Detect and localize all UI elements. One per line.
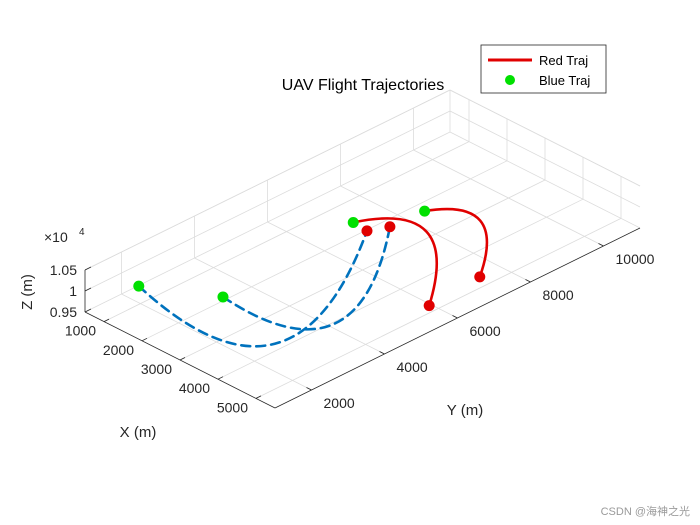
z-tick-mark-2: [84, 266, 92, 271]
grid-floor-y-1: [194, 257, 385, 355]
blue-start-marker: [217, 291, 229, 303]
chart-title: UAV Flight Trajectories: [282, 77, 444, 94]
axes-box: [84, 227, 641, 409]
legend-blue-marker: [505, 75, 515, 85]
grid-wall-zx-1: [84, 110, 451, 292]
y-tick-mark-3: [525, 279, 531, 283]
trajectories: [133, 205, 489, 348]
x-tick-label: 5000: [217, 399, 248, 415]
red-start-marker: [419, 205, 431, 217]
grid-lines: [84, 89, 641, 399]
blue-end-marker: [384, 221, 396, 233]
y-tick-label: 2000: [324, 395, 355, 411]
x-tick-mark-4: [255, 395, 262, 399]
blue-end-marker: [361, 225, 373, 237]
x-tick-mark-1: [141, 337, 148, 342]
box-top-back-left: [84, 89, 451, 271]
red-trajectory-0: [351, 217, 439, 307]
z-tick-label: 0.95: [50, 304, 77, 320]
y-tick-label: 8000: [543, 287, 574, 303]
x-tick-label: 3000: [141, 361, 172, 377]
x-tick-label: 1000: [65, 323, 96, 339]
grid-floor-y-4: [413, 149, 604, 247]
grid-floor-y-3: [340, 185, 531, 283]
z-axis-label: Z (m): [19, 274, 36, 310]
watermark: CSDN @海神之光: [601, 504, 690, 518]
z-tick-mark-1: [84, 287, 92, 292]
blue-trajectory-1: [221, 225, 392, 331]
y-tick-mark-4: [598, 243, 604, 247]
grid-wall-zx-0: [84, 131, 451, 313]
box-top-back-right: [449, 89, 641, 187]
z-exponent: ×10 4: [44, 227, 85, 245]
legend-box: [480, 44, 607, 94]
y-tick-mark-1: [379, 351, 385, 355]
legend-red-label: Red Traj: [539, 53, 588, 68]
red-start-marker: [347, 216, 359, 228]
z-exponent-power: 4: [79, 227, 85, 238]
y-tick-label: 4000: [397, 359, 428, 375]
z-tick-label: 1.05: [50, 262, 77, 278]
tick-labels: 1000 2000 3000 4000 5000 2000 4000 6000 8000 1000…: [50, 251, 655, 415]
grid-floor-y-0: [121, 293, 312, 391]
x-axis-label: X (m): [120, 424, 157, 441]
y-tick-label: 10000: [616, 251, 655, 267]
legend-blue-label: Blue Traj: [539, 73, 590, 88]
blue-trajectory-0: [137, 229, 369, 348]
red-end-marker: [474, 271, 486, 283]
y-axis-label: Y (m): [447, 402, 483, 419]
grid-wall-zy-1: [449, 110, 641, 208]
x-tick-label: 2000: [103, 342, 134, 358]
red-end-marker: [423, 300, 435, 312]
z-exponent-base: ×10: [44, 229, 68, 245]
x-tick-label: 4000: [179, 380, 210, 396]
y-tick-mark-2: [452, 315, 458, 319]
red-trajectory-1: [423, 207, 489, 279]
z-tick-label: 1: [69, 283, 77, 299]
x-tick-mark-2: [179, 357, 186, 361]
z-tick-mark-0: [84, 308, 92, 313]
grid-wall-zy-0: [449, 131, 641, 229]
x-tick-mark-3: [217, 376, 224, 380]
y-tick-label: 6000: [470, 323, 501, 339]
y-tick-mark-0: [306, 387, 312, 391]
x-tick-mark-0: [103, 318, 110, 322]
blue-start-marker: [133, 280, 145, 292]
legend: Red Traj Blue Traj: [480, 44, 607, 94]
